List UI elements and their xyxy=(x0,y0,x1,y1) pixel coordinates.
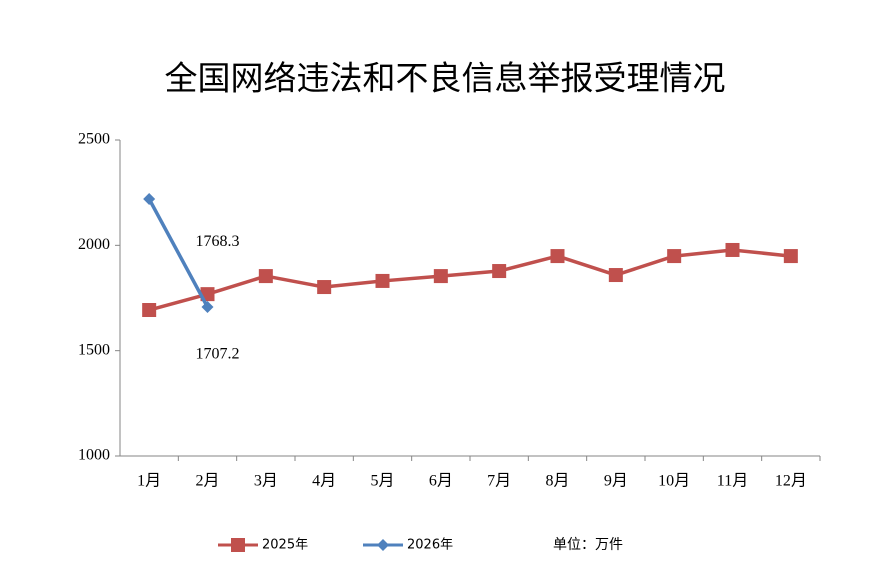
legend-marker xyxy=(231,538,245,552)
chart-title: 全国网络违法和不良信息举报受理情况 xyxy=(165,59,726,98)
legend-label: 2025年 xyxy=(262,538,308,553)
y-tick-label: 2000 xyxy=(78,236,110,253)
y-tick-label: 2500 xyxy=(78,131,110,148)
data-point xyxy=(783,249,798,264)
x-tick-label: 1月 xyxy=(137,473,161,490)
data-point xyxy=(667,249,682,264)
data-label: 1707.2 xyxy=(196,346,240,363)
legend-label: 2026年 xyxy=(407,538,453,553)
data-point xyxy=(725,242,740,257)
y-tick-label: 1000 xyxy=(78,447,110,464)
x-tick-label: 3月 xyxy=(254,473,278,490)
x-tick-label: 6月 xyxy=(429,473,453,490)
x-tick-label: 2月 xyxy=(195,473,219,490)
x-tick-label: 12月 xyxy=(775,473,807,490)
data-label: 1768.3 xyxy=(196,233,240,250)
data-point xyxy=(258,269,273,284)
data-point xyxy=(492,264,507,279)
x-tick-label: 8月 xyxy=(545,473,569,490)
data-point xyxy=(142,303,157,318)
x-tick-label: 4月 xyxy=(312,473,336,490)
annotation: 单位：万件 xyxy=(553,537,623,553)
data-point xyxy=(550,249,565,264)
legend-marker xyxy=(377,539,389,551)
x-tick-label: 9月 xyxy=(604,473,628,490)
data-point xyxy=(608,268,623,283)
y-tick-label: 1500 xyxy=(78,341,110,358)
series-line xyxy=(148,248,792,312)
series-line xyxy=(147,198,210,308)
data-point xyxy=(433,269,448,284)
data-point xyxy=(317,280,332,295)
x-tick-label: 5月 xyxy=(370,473,394,490)
x-tick-label: 11月 xyxy=(717,473,748,490)
data-point xyxy=(201,301,214,314)
data-point xyxy=(375,273,390,288)
x-tick-label: 10月 xyxy=(658,473,690,490)
x-tick-label: 7月 xyxy=(487,473,511,490)
data-point xyxy=(143,192,156,205)
